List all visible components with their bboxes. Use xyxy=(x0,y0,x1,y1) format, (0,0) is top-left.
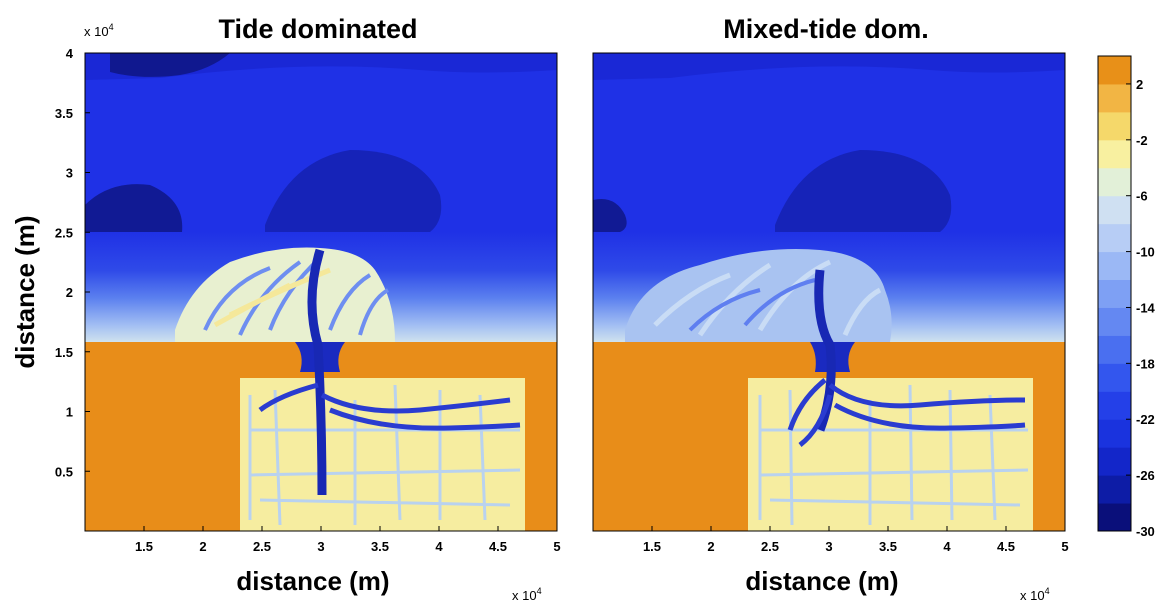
panel-mixed-tide: Mixed-tide dom. 1.5 2 2.5 3 3.5 4 4.5 5 x 104 d… xyxy=(592,14,1069,603)
deep-patch-left xyxy=(593,199,627,232)
panel-title: Mixed-tide dom. xyxy=(723,14,929,44)
tidal-branches xyxy=(787,378,1026,447)
colorbar-swatch xyxy=(1098,56,1131,85)
x-multiplier: x 104 xyxy=(1020,586,1050,603)
x-tick-label: 4.5 xyxy=(997,539,1015,554)
colorbar: 2 -2 -6 -10 -14 -18 -22 -26 -30 xyxy=(1097,55,1156,539)
colorbar-swatch xyxy=(1098,307,1131,336)
colorbar-tick-label: -14 xyxy=(1136,300,1156,315)
scour-hole xyxy=(265,150,442,232)
colorbar-swatch xyxy=(1098,391,1131,420)
x-tick-label: 1.5 xyxy=(643,539,661,554)
x-tick-label: 2 xyxy=(707,539,714,554)
colorbar-swatch xyxy=(1098,139,1131,169)
scour-hole xyxy=(775,150,952,232)
colorbar-tick-label: -2 xyxy=(1136,133,1148,148)
colorbar-swatch xyxy=(1098,223,1131,253)
colorbar-swatch xyxy=(1098,363,1131,392)
y-tick-label: 1 xyxy=(66,405,73,420)
colorbar-tick-label: -18 xyxy=(1136,356,1155,371)
colorbar-swatch xyxy=(1098,251,1131,281)
y-axis-label: distance (m) xyxy=(10,215,40,368)
x-tick-label: 5 xyxy=(553,539,560,554)
x-ticks: 1.5 2 2.5 3 3.5 4 4.5 5 xyxy=(135,526,561,554)
main-channel xyxy=(307,248,327,496)
colorbar-tick-label: -22 xyxy=(1136,412,1155,427)
y-ticks: 0.5 1 1.5 2 2.5 3 3.5 4 xyxy=(55,46,90,479)
colorbar-swatch xyxy=(1098,503,1131,532)
colorbar-swatch xyxy=(1098,335,1131,364)
delta-bars xyxy=(213,267,331,328)
deep-zone-top xyxy=(593,53,1065,80)
colorbar-swatches xyxy=(1098,56,1131,532)
colorbar-swatch xyxy=(1098,279,1131,308)
basin-creeks xyxy=(248,384,521,526)
colorbar-tick-label: -6 xyxy=(1136,189,1148,204)
y-tick-label: 3.5 xyxy=(55,106,73,121)
y-tick-label: 0.5 xyxy=(55,464,73,479)
colorbar-swatch xyxy=(1098,167,1131,197)
colorbar-swatch xyxy=(1098,83,1131,113)
heatmap-area xyxy=(85,53,557,531)
x-ticks: 1.5 2 2.5 3 3.5 4 4.5 5 xyxy=(643,526,1069,554)
y-multiplier: x 104 xyxy=(84,22,114,39)
colorbar-frame xyxy=(1097,55,1132,532)
x-tick-label: 2 xyxy=(199,539,206,554)
y-tick-label: 1.5 xyxy=(55,345,73,360)
colorbar-swatch xyxy=(1098,419,1131,448)
x-tick-label: 3 xyxy=(825,539,832,554)
x-axis-label: distance (m) xyxy=(236,566,389,596)
x-tick-label: 5 xyxy=(1061,539,1068,554)
colorbar-tick-label: -10 xyxy=(1136,245,1155,260)
delta-channels xyxy=(203,256,390,336)
x-tick-label: 3 xyxy=(317,539,324,554)
y-tick-label: 3 xyxy=(66,166,73,181)
delta-shoals xyxy=(653,259,882,337)
x-tick-label: 2.5 xyxy=(761,539,779,554)
colorbar-swatch xyxy=(1098,475,1131,504)
deep-patch-left xyxy=(85,184,183,232)
colorbar-tick-label: 2 xyxy=(1136,77,1143,92)
deep-patch-topleft xyxy=(110,53,230,77)
delta-channels xyxy=(688,278,816,332)
x-tick-label: 4 xyxy=(435,539,443,554)
x-tick-label: 3.5 xyxy=(879,539,897,554)
panel-tide-dominated: Tide dominated 0.5 1 1.5 2 2.5 3 3.5 4 1.5 2 2.5 3… xyxy=(10,14,561,603)
x-tick-label: 2.5 xyxy=(253,539,271,554)
tidal-branches xyxy=(258,382,521,431)
y-tick-label: 2 xyxy=(66,285,73,300)
colorbar-tick-label: -30 xyxy=(1136,524,1155,539)
x-tick-label: 4.5 xyxy=(489,539,507,554)
basin-creeks xyxy=(758,384,1029,526)
colorbar-ticks: 2 -2 -6 -10 -14 -18 -22 -26 -30 xyxy=(1126,77,1156,539)
x-tick-label: 4 xyxy=(943,539,951,554)
panel-title: Tide dominated xyxy=(218,14,417,44)
y-tick-label: 2.5 xyxy=(55,225,73,240)
y-tick-label: 4 xyxy=(66,46,74,61)
colorbar-swatch xyxy=(1098,447,1131,476)
x-axis-label: distance (m) xyxy=(745,566,898,596)
colorbar-swatch xyxy=(1098,111,1131,141)
heatmap-area xyxy=(593,53,1065,531)
x-tick-label: 3.5 xyxy=(371,539,389,554)
x-tick-label: 1.5 xyxy=(135,539,153,554)
x-multiplier: x 104 xyxy=(512,586,542,603)
colorbar-tick-label: -26 xyxy=(1136,468,1155,483)
colorbar-swatch xyxy=(1098,195,1131,225)
